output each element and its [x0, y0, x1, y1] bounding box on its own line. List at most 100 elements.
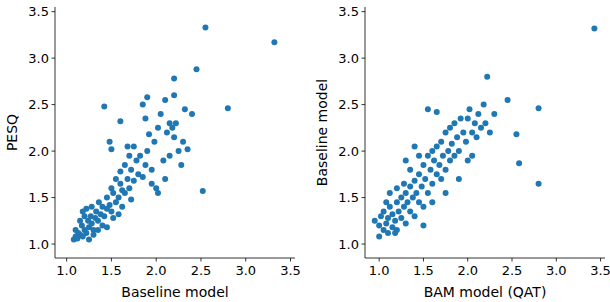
y-tick-label: 3.0 [28, 51, 49, 66]
point [140, 174, 146, 180]
point [396, 209, 402, 215]
point [428, 167, 434, 173]
x-tick-label: 3.0 [235, 263, 256, 278]
point [438, 176, 444, 182]
x-tick [600, 258, 601, 262]
point [420, 162, 426, 168]
point [416, 153, 422, 159]
x-tick [556, 258, 557, 262]
point [89, 221, 95, 227]
point [407, 183, 413, 189]
point [481, 102, 487, 108]
point [108, 185, 114, 191]
point [412, 143, 418, 149]
point [394, 185, 400, 191]
point [536, 181, 542, 187]
point [403, 221, 409, 227]
y-tick [52, 151, 56, 152]
point [101, 103, 107, 109]
point [434, 143, 440, 149]
point [83, 230, 89, 236]
point [108, 209, 114, 215]
point [125, 176, 131, 182]
y-tick-label: 1.0 [338, 237, 359, 252]
point [144, 94, 150, 100]
x-tick-label: 2.0 [146, 263, 167, 278]
point [487, 130, 493, 136]
y-axis-label: Baseline model [314, 79, 330, 186]
point [434, 171, 440, 177]
point [429, 199, 435, 205]
y-tick [52, 104, 56, 105]
point [122, 162, 128, 168]
y-tick-label: 1.0 [28, 237, 49, 252]
point [131, 178, 137, 184]
point [491, 111, 497, 117]
point [144, 148, 150, 154]
x-tick [66, 258, 67, 262]
point [104, 224, 110, 230]
point [180, 139, 186, 145]
point [164, 130, 170, 136]
point [178, 162, 184, 168]
point [80, 209, 86, 215]
x-tick [156, 258, 157, 262]
point [419, 183, 425, 189]
y-tick [362, 11, 366, 12]
point [398, 195, 404, 201]
point [447, 125, 453, 131]
point [591, 25, 597, 31]
point [443, 190, 449, 196]
point [117, 169, 123, 175]
point [472, 120, 478, 126]
point [440, 153, 446, 159]
point [185, 146, 191, 152]
point [182, 106, 188, 112]
point [516, 160, 522, 166]
y-tick-label: 3.5 [338, 4, 359, 19]
point [438, 139, 444, 145]
point [447, 157, 453, 163]
point [420, 204, 426, 210]
point [155, 190, 161, 196]
point [434, 109, 440, 115]
point [193, 66, 199, 72]
point [128, 167, 134, 173]
point [458, 116, 464, 122]
point [383, 199, 389, 205]
point [73, 227, 79, 233]
point [465, 157, 471, 163]
y-tick-label: 2.5 [338, 97, 359, 112]
point [128, 196, 134, 202]
point [119, 187, 125, 193]
point [456, 176, 462, 182]
point [107, 202, 113, 208]
point [131, 143, 137, 149]
point [171, 76, 177, 82]
point [126, 153, 132, 159]
point [383, 221, 389, 227]
y-axis-label: PESQ [4, 114, 20, 151]
point [392, 218, 398, 224]
point [431, 157, 437, 163]
point [113, 176, 119, 182]
point [443, 130, 449, 136]
point [420, 222, 426, 228]
figure: 1.01.52.02.53.03.51.01.52.02.53.03.5Base… [0, 0, 610, 302]
point [142, 162, 148, 168]
point [469, 153, 475, 159]
point [116, 195, 122, 201]
y-tick [362, 151, 366, 152]
point [429, 148, 435, 154]
x-tick-label: 1.0 [369, 263, 390, 278]
point [77, 218, 83, 224]
x-tick [290, 258, 291, 262]
point [160, 157, 166, 163]
point [119, 204, 125, 210]
point [167, 153, 173, 159]
y-tick [52, 58, 56, 59]
x-tick [423, 258, 424, 262]
x-tick [467, 258, 468, 262]
point [463, 139, 469, 145]
point [142, 116, 148, 122]
